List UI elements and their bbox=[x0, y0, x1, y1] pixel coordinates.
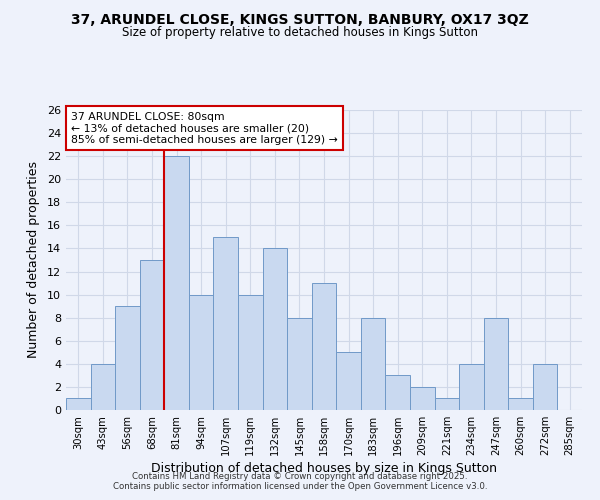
Text: Contains HM Land Registry data © Crown copyright and database right 2025.: Contains HM Land Registry data © Crown c… bbox=[132, 472, 468, 481]
Bar bbox=[459, 364, 484, 410]
Bar bbox=[115, 306, 140, 410]
Y-axis label: Number of detached properties: Number of detached properties bbox=[27, 162, 40, 358]
Bar bbox=[66, 398, 91, 410]
Bar bbox=[214, 237, 238, 410]
Bar bbox=[312, 283, 336, 410]
Bar bbox=[287, 318, 312, 410]
X-axis label: Distribution of detached houses by size in Kings Sutton: Distribution of detached houses by size … bbox=[151, 462, 497, 475]
Text: Contains public sector information licensed under the Open Government Licence v3: Contains public sector information licen… bbox=[113, 482, 487, 491]
Text: 37 ARUNDEL CLOSE: 80sqm
← 13% of detached houses are smaller (20)
85% of semi-de: 37 ARUNDEL CLOSE: 80sqm ← 13% of detache… bbox=[71, 112, 338, 144]
Bar bbox=[434, 398, 459, 410]
Bar bbox=[385, 376, 410, 410]
Bar bbox=[164, 156, 189, 410]
Bar bbox=[336, 352, 361, 410]
Bar bbox=[508, 398, 533, 410]
Bar bbox=[263, 248, 287, 410]
Bar bbox=[238, 294, 263, 410]
Text: Size of property relative to detached houses in Kings Sutton: Size of property relative to detached ho… bbox=[122, 26, 478, 39]
Bar bbox=[91, 364, 115, 410]
Bar bbox=[361, 318, 385, 410]
Bar bbox=[410, 387, 434, 410]
Bar bbox=[140, 260, 164, 410]
Bar bbox=[484, 318, 508, 410]
Bar bbox=[189, 294, 214, 410]
Bar bbox=[533, 364, 557, 410]
Text: 37, ARUNDEL CLOSE, KINGS SUTTON, BANBURY, OX17 3QZ: 37, ARUNDEL CLOSE, KINGS SUTTON, BANBURY… bbox=[71, 12, 529, 26]
